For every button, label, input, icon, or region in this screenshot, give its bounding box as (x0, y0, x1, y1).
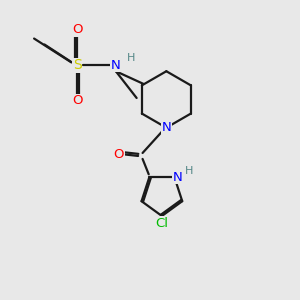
Text: O: O (72, 94, 83, 107)
Text: Cl: Cl (155, 217, 168, 230)
Text: O: O (72, 23, 83, 36)
Text: N: N (111, 59, 121, 72)
Text: H: H (127, 53, 135, 63)
Text: N: N (161, 121, 171, 134)
Text: N: N (173, 171, 183, 184)
Text: O: O (113, 148, 124, 161)
Text: S: S (73, 58, 82, 72)
Text: H: H (184, 166, 193, 176)
